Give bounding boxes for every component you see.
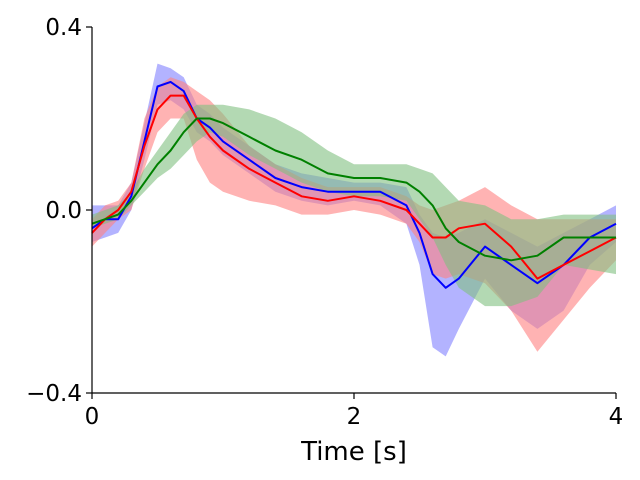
- series-lines: [91, 80, 617, 289]
- y-tick-label: 0.0: [45, 198, 82, 224]
- x-tick-label: 4: [609, 404, 624, 430]
- y-ticks: −0.4 0.0 0.4: [26, 15, 92, 407]
- red-band: [92, 77, 616, 352]
- red-series-line: [91, 94, 617, 280]
- green-series-line: [91, 117, 616, 262]
- blue-series-line: [91, 80, 617, 289]
- x-axis-title: Time [s]: [300, 437, 407, 467]
- x-tick-label: 2: [347, 404, 362, 430]
- confidence-bands: [92, 63, 616, 357]
- y-tick-label: 0.4: [45, 15, 82, 41]
- x-tick-label: 0: [85, 404, 100, 430]
- y-tick-label: −0.4: [26, 381, 82, 407]
- x-ticks: 0 2 4: [85, 393, 624, 430]
